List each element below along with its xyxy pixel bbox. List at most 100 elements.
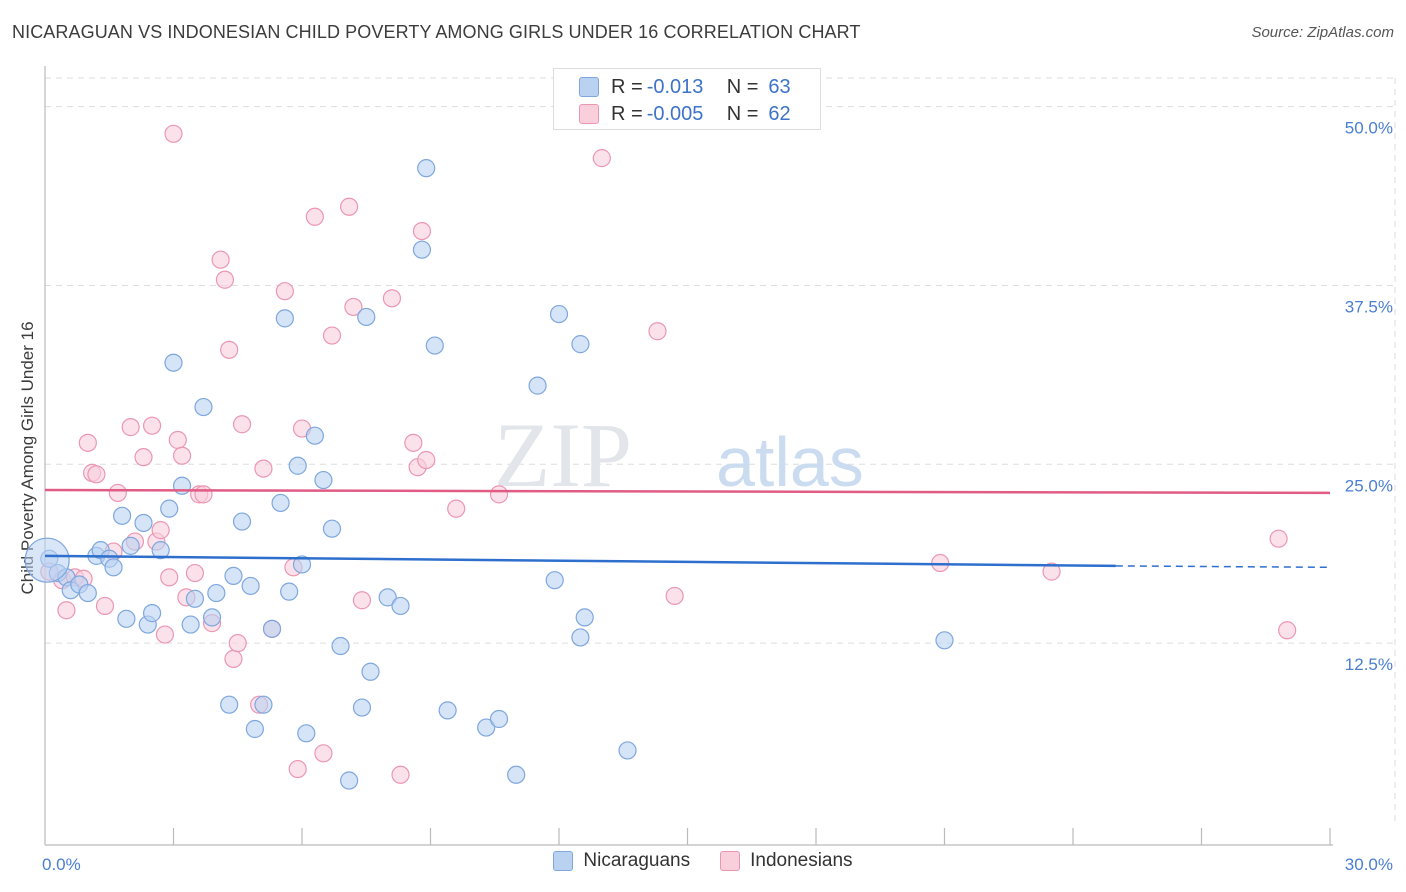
chart-source: Source: ZipAtlas.com: [1251, 24, 1394, 41]
indonesian-point: [412, 221, 432, 241]
indonesian-point: [489, 485, 509, 504]
nicaraguan-point: [151, 541, 170, 560]
indonesian-point: [121, 418, 140, 437]
nicaraguan-point: [275, 309, 294, 328]
r-value: -0.005: [646, 102, 704, 125]
nicaraguan-point: [245, 719, 264, 739]
nicaraguan-point: [280, 582, 299, 601]
nicaraguan-point: [477, 718, 496, 737]
nicaraguan-point: [254, 695, 273, 714]
indonesian-point: [340, 197, 359, 216]
stats-row-nicaraguans: R = -0.013 N = 63: [579, 75, 791, 99]
nicaraguan-point: [121, 536, 140, 555]
n-label: N =: [726, 102, 759, 125]
series-legend: Nicaraguans Indonesians: [0, 850, 1406, 872]
nicaraguan-point: [241, 576, 260, 596]
indonesian-point: [232, 415, 252, 434]
nicaraguan-point: [340, 771, 359, 790]
nicaraguan-point: [545, 571, 564, 590]
nicaraguan-point: [489, 709, 509, 729]
x-tick-label: 0.0%: [42, 855, 81, 874]
nicaraguan-point: [271, 493, 290, 513]
nicaraguan-point: [232, 512, 252, 531]
chart-title: NICARAGUAN VS INDONESIAN CHILD POVERTY A…: [12, 22, 861, 42]
r-label: R =: [611, 75, 643, 98]
nicaraguan-point: [181, 615, 200, 634]
indonesian-point: [322, 326, 342, 345]
nicaraguan-point: [357, 307, 376, 327]
nicaraguan-point: [417, 159, 436, 178]
r-label: R =: [611, 102, 643, 125]
nicaraguan-point: [331, 636, 350, 656]
nicaraguan-point: [412, 240, 432, 259]
nicaraguan-point: [112, 506, 132, 525]
indonesian-point: [160, 568, 179, 587]
nicaraguan-point: [425, 336, 444, 355]
nicaraguan-point: [292, 555, 312, 574]
nicaraguan-point: [194, 397, 213, 417]
indonesian-point: [305, 207, 324, 226]
indonesian-point: [254, 459, 273, 478]
nicaraguan-point: [438, 701, 457, 720]
indonesian-point: [404, 433, 423, 452]
nicaraguan-point: [935, 631, 954, 650]
nicaraguan-point: [207, 583, 226, 603]
n-value: 62: [768, 102, 791, 125]
indonesian-point: [665, 586, 684, 606]
nicaraguan-point: [224, 566, 243, 586]
legend-swatch-blue: [553, 851, 574, 871]
nicaraguan-trend-line: [44, 554, 1116, 568]
nicaraguan-point: [314, 470, 333, 490]
y-tick-label: 37.5%: [1345, 297, 1393, 316]
legend-label: Indonesians: [750, 850, 853, 871]
y-tick-label: 25.0%: [1345, 476, 1393, 495]
nicaraguan-point: [391, 596, 410, 616]
nicaraguan-point: [104, 558, 123, 577]
indonesian-point: [447, 499, 466, 518]
nicaraguan-point: [618, 741, 637, 760]
indonesian-point: [164, 124, 183, 143]
indonesian-point: [224, 649, 243, 668]
indonesian-point: [228, 634, 247, 653]
legend-item-indonesians[interactable]: Indonesians: [720, 850, 853, 872]
nicaraguan-point: [160, 499, 179, 518]
nicaraguan-point: [528, 376, 547, 395]
indonesian-point: [648, 322, 667, 341]
indonesian-point: [417, 450, 436, 470]
indonesian-point: [155, 625, 175, 644]
nicaraguan-point: [305, 426, 324, 445]
indonesian-point: [78, 433, 97, 452]
legend-item-nicaraguans[interactable]: Nicaraguans: [553, 850, 690, 872]
y-tick-label: 12.5%: [1345, 655, 1393, 674]
axis-layer: 12.5% 25.0% 37.5% 50.0% 0.0% 30.0%: [42, 66, 1393, 874]
nicaraguan-point: [571, 628, 590, 647]
nicaraguan-point: [288, 456, 307, 475]
legend-label: Nicaraguans: [583, 850, 691, 871]
nicaraguan-point: [142, 604, 162, 623]
watermark-atlas: atlas: [716, 423, 864, 501]
indonesian-trend-line: [44, 488, 1331, 495]
indonesian-point: [211, 250, 230, 269]
stats-swatch-blue: [579, 77, 599, 97]
indonesian-point: [288, 759, 307, 779]
indonesian-point: [95, 596, 115, 616]
nicaraguan-point: [262, 619, 282, 638]
nicaraguan-point: [507, 765, 526, 784]
nicaraguan-point: [185, 589, 205, 608]
watermark: ZIP atlas: [494, 404, 864, 506]
indonesian-point: [382, 289, 402, 308]
indonesian-point: [134, 448, 153, 467]
nicaraguan-point: [78, 583, 97, 603]
nicaraguan-point: [117, 609, 136, 628]
points-layer: [24, 124, 1297, 790]
indonesian-point: [108, 483, 127, 503]
nicaraguan-trend-extension: [1115, 565, 1331, 569]
nicaraguan-point: [202, 608, 222, 627]
indonesian-point: [57, 601, 76, 620]
n-value: 63: [768, 75, 791, 98]
nicaraguan-point: [378, 588, 397, 607]
nicaraguan-point: [164, 353, 183, 372]
nicaraguan-point: [172, 476, 192, 495]
nicaraguan-point: [361, 662, 380, 681]
